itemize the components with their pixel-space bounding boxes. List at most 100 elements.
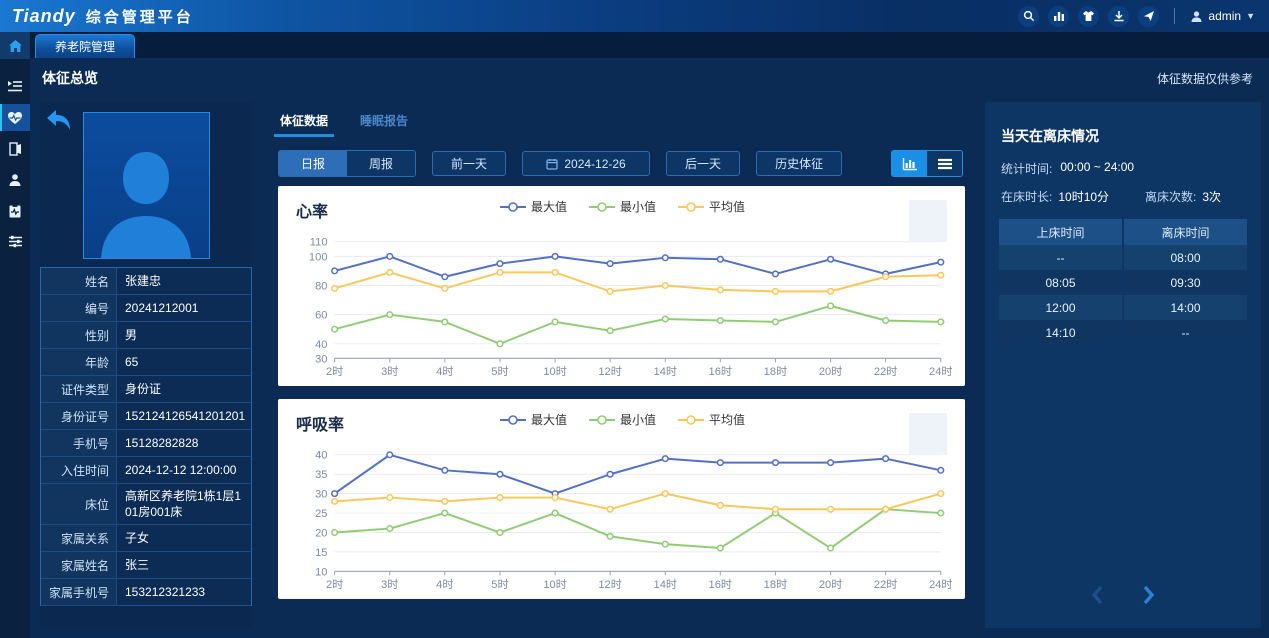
chevron-right-icon bbox=[1143, 585, 1155, 605]
bar-chart-icon[interactable] bbox=[1048, 5, 1070, 27]
chart-title: 呼吸率 bbox=[296, 417, 345, 434]
legend-marker-icon bbox=[588, 414, 615, 425]
line-chart: 10 15 20 25 30 35 40 2时 3时 4时 5时 10时 12时 14时 16时 18时 20时… bbox=[315, 450, 953, 591]
field-value: 高新区养老院1栋1层101房001床 bbox=[117, 484, 251, 525]
field-value: 2024-12-12 12:00:00 bbox=[117, 457, 251, 483]
avatar bbox=[101, 152, 191, 258]
respiratory-rate-chart-card: 呼吸率 最大值 最小值 平均值 10 15 20 25 30 35 40 2时 3时 4时 5时 10… bbox=[278, 399, 965, 599]
daily-report-button[interactable]: 日报 bbox=[279, 151, 348, 176]
svg-text:10时: 10时 bbox=[543, 365, 567, 378]
svg-text:5时: 5时 bbox=[491, 365, 508, 378]
next-day-button[interactable]: 后一天 bbox=[666, 151, 741, 176]
heart-pulse-icon bbox=[8, 111, 22, 124]
sidebar-item-home[interactable] bbox=[0, 32, 30, 59]
svg-text:12时: 12时 bbox=[598, 365, 622, 378]
menu-list-icon bbox=[8, 81, 22, 92]
in-bed-value: 10时10分 bbox=[1058, 190, 1110, 204]
person-icon bbox=[9, 173, 21, 186]
date-picker[interactable]: 2024-12-26 bbox=[522, 151, 651, 176]
next-page-button[interactable] bbox=[1140, 585, 1156, 610]
search-icon[interactable] bbox=[1018, 5, 1040, 27]
sidebar-item-person[interactable] bbox=[0, 166, 30, 193]
chart-view-button[interactable] bbox=[892, 151, 927, 176]
chevron-left-icon bbox=[1091, 585, 1103, 605]
list-view-button[interactable] bbox=[927, 151, 962, 176]
svg-text:18时: 18时 bbox=[764, 365, 788, 378]
watermark-square bbox=[909, 200, 947, 242]
legend-item[interactable]: 最大值 bbox=[499, 411, 567, 428]
back-arrow-icon bbox=[47, 110, 70, 130]
field-label: 身份证号 bbox=[41, 403, 117, 429]
bed-table-cell: 12:00 bbox=[999, 295, 1122, 320]
legend-label: 最小值 bbox=[619, 413, 656, 427]
sidebar-item-menu[interactable] bbox=[0, 73, 30, 100]
brand: Tiandy 综合管理平台 bbox=[12, 6, 194, 27]
legend-label: 平均值 bbox=[709, 413, 746, 427]
svg-text:100: 100 bbox=[309, 251, 328, 263]
sidebar-item-settings[interactable] bbox=[0, 228, 30, 255]
tab-vital-data[interactable]: 体征数据 bbox=[273, 108, 335, 137]
field-label: 家属关系 bbox=[41, 525, 117, 552]
legend-label: 最小值 bbox=[619, 200, 656, 214]
field-label: 家属姓名 bbox=[41, 552, 117, 579]
home-icon bbox=[8, 39, 22, 52]
svg-text:110: 110 bbox=[310, 237, 328, 249]
history-vitals-button[interactable]: 历史体征 bbox=[756, 151, 843, 176]
vitals-tabs: 体征数据 睡眠报告 bbox=[270, 102, 967, 137]
bed-table-row: -- 08:00 bbox=[999, 245, 1247, 270]
svg-text:22时: 22时 bbox=[874, 365, 898, 378]
divider bbox=[1174, 8, 1176, 24]
legend-item[interactable]: 最大值 bbox=[499, 198, 567, 215]
sidebar-item-report[interactable] bbox=[0, 197, 30, 224]
svg-text:40: 40 bbox=[315, 339, 327, 351]
view-toggle bbox=[891, 150, 963, 177]
clipboard-report-icon bbox=[9, 204, 21, 217]
field-value: 男 bbox=[117, 322, 251, 348]
back-button[interactable] bbox=[44, 108, 74, 134]
app-header: Tiandy 综合管理平台 admin ▼ bbox=[0, 0, 1269, 32]
legend-item[interactable]: 最小值 bbox=[588, 411, 656, 428]
prev-day-button[interactable]: 前一天 bbox=[432, 151, 507, 176]
sliders-settings-icon bbox=[8, 235, 22, 248]
pagination bbox=[985, 585, 1261, 610]
legend-marker-icon bbox=[678, 414, 704, 425]
legend-item[interactable]: 平均值 bbox=[678, 411, 745, 428]
page-head: 体征总览 体征数据仅供参考 bbox=[30, 58, 1269, 98]
field-value: 152124126541201201 bbox=[117, 403, 251, 429]
download-icon[interactable] bbox=[1108, 5, 1130, 27]
app-title: 综合管理平台 bbox=[85, 8, 194, 26]
legend-marker-icon bbox=[499, 414, 526, 425]
svg-text:18时: 18时 bbox=[764, 578, 788, 591]
legend-item[interactable]: 最小值 bbox=[588, 198, 656, 215]
field-value: 张三 bbox=[117, 552, 251, 579]
sidebar-item-vitals[interactable] bbox=[0, 104, 30, 131]
tab-nursing-home[interactable]: 养老院管理 bbox=[35, 34, 135, 58]
bed-table-row: 08:05 09:30 bbox=[999, 270, 1247, 295]
field-value: 张建忠 bbox=[117, 268, 251, 294]
door-exit-icon bbox=[9, 141, 21, 156]
theme-shirt-icon[interactable] bbox=[1078, 5, 1100, 27]
legend-label: 最大值 bbox=[530, 413, 567, 427]
list-view-icon bbox=[937, 158, 952, 169]
send-icon[interactable] bbox=[1138, 5, 1160, 27]
legend-label: 平均值 bbox=[709, 200, 746, 214]
field-value: 20241212001 bbox=[117, 295, 251, 321]
user-menu[interactable]: admin ▼ bbox=[1190, 9, 1255, 23]
profile-row: 姓名 张建忠 bbox=[41, 268, 251, 295]
svg-text:2时: 2时 bbox=[326, 365, 343, 378]
svg-text:10时: 10时 bbox=[543, 578, 567, 591]
svg-text:10: 10 bbox=[315, 566, 327, 578]
report-period-group: 日报 周报 bbox=[278, 150, 417, 177]
legend-item[interactable]: 平均值 bbox=[678, 198, 745, 215]
profile-row: 家属关系 子女 bbox=[41, 525, 251, 553]
svg-text:24时: 24时 bbox=[929, 578, 953, 591]
weekly-report-button[interactable]: 周报 bbox=[347, 151, 416, 176]
field-label: 手机号 bbox=[41, 430, 117, 456]
field-value: 65 bbox=[117, 349, 251, 375]
prev-page-button[interactable] bbox=[1090, 585, 1106, 610]
tab-sleep-report[interactable]: 睡眠报告 bbox=[360, 114, 409, 128]
legend-marker-icon bbox=[588, 201, 615, 212]
sidebar-item-door[interactable] bbox=[0, 135, 30, 162]
svg-text:2时: 2时 bbox=[326, 578, 343, 591]
bed-table-row: 12:00 14:00 bbox=[999, 295, 1247, 320]
